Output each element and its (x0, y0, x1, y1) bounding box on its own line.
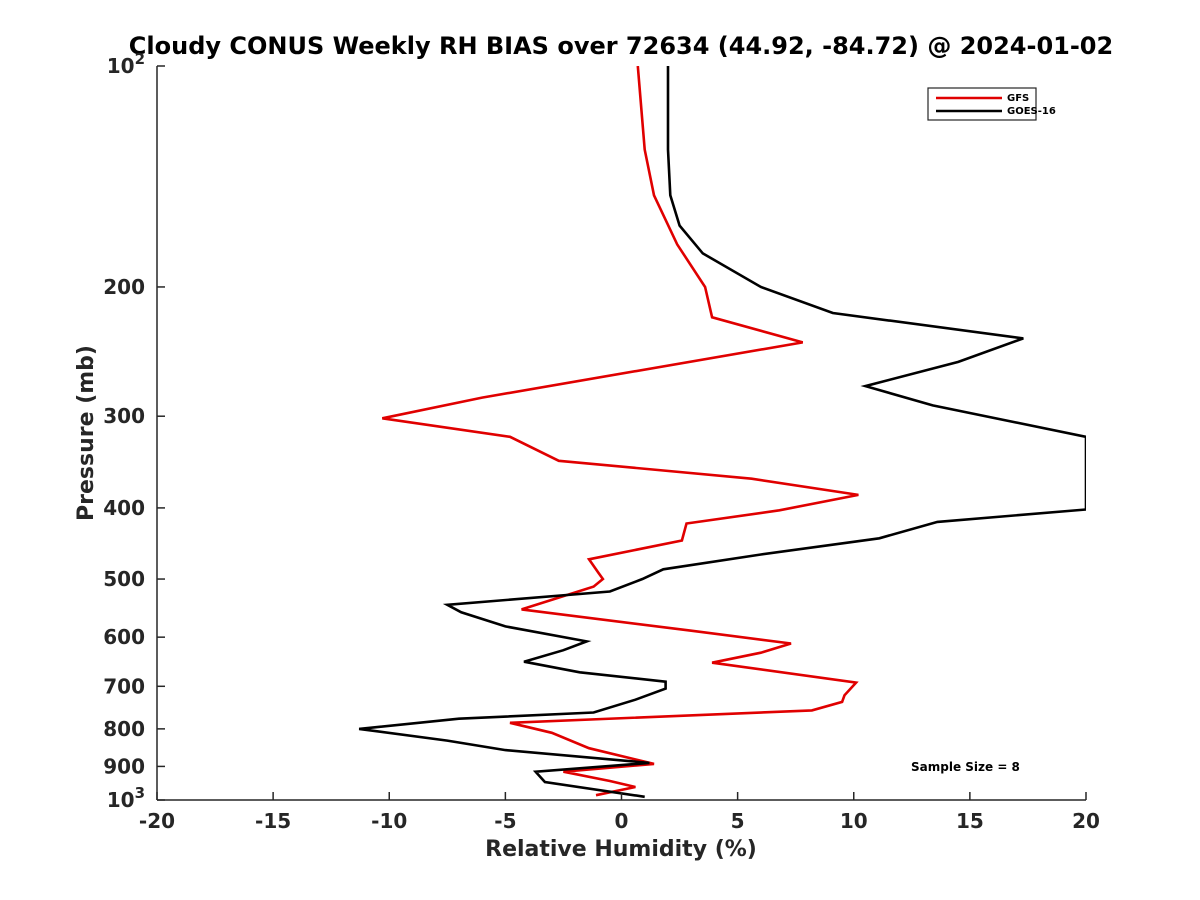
y-tick-label: 900 (103, 754, 145, 778)
y-tick-label: 200 (103, 275, 145, 299)
x-axis-label: Relative Humidity (%) (485, 837, 757, 862)
legend-label-goes16: GOES-16 (1007, 106, 1056, 117)
x-tick-label: 10 (840, 809, 868, 833)
y-tick-label: 300 (103, 404, 145, 428)
x-tick-label: 0 (615, 809, 629, 833)
plot-frame (157, 66, 1086, 800)
y-tick-label: 400 (103, 496, 145, 520)
x-axis-ticks: -20 -15 -10 -5 0 5 10 15 20 (139, 792, 1100, 833)
y-tick-label: 700 (103, 674, 145, 698)
y-tick-label: 500 (103, 567, 145, 591)
y-axis-ticks: 102 200 300 400 500 600 700 800 900 103 (103, 50, 165, 812)
x-tick-label: 5 (731, 809, 745, 833)
y-axis-label: Pressure (mb) (74, 345, 99, 521)
x-tick-label: -15 (255, 809, 291, 833)
x-tick-label: -5 (494, 809, 516, 833)
series-line-gfs (382, 66, 859, 797)
x-tick-label: 15 (956, 809, 984, 833)
y-tick-label: 103 (107, 784, 145, 812)
legend-box (927, 87, 1037, 121)
x-tick-label: -20 (139, 809, 175, 833)
chart-title: Cloudy CONUS Weekly RH BIAS over 72634 (… (129, 32, 1113, 60)
legend: GFS GOES-16 (927, 87, 1056, 121)
sample-size-annotation: Sample Size = 8 (911, 760, 1020, 774)
plot-area (358, 66, 1086, 799)
series-line-goes16 (358, 66, 1086, 799)
y-tick-label: 800 (103, 717, 145, 741)
x-tick-label: 20 (1072, 809, 1100, 833)
y-tick-label: 600 (103, 625, 145, 649)
y-tick-label: 102 (107, 50, 145, 78)
legend-label-gfs: GFS (1007, 93, 1029, 104)
x-tick-label: -10 (371, 809, 407, 833)
